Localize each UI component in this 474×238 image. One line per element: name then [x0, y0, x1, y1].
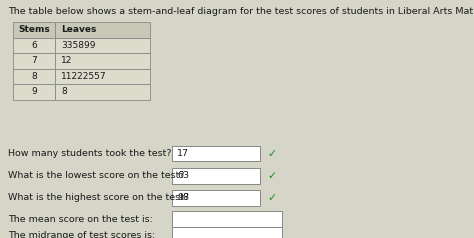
FancyBboxPatch shape [13, 69, 55, 84]
Text: The mean score on the test is:: The mean score on the test is: [8, 214, 153, 223]
Text: ✓: ✓ [267, 149, 276, 159]
Text: Leaves: Leaves [61, 25, 96, 34]
FancyBboxPatch shape [172, 146, 260, 161]
FancyBboxPatch shape [172, 211, 282, 227]
FancyBboxPatch shape [172, 190, 260, 206]
Text: 8: 8 [61, 87, 67, 96]
Text: Stems: Stems [18, 25, 50, 34]
FancyBboxPatch shape [13, 53, 55, 69]
Text: 12: 12 [61, 56, 73, 65]
Text: 335899: 335899 [61, 41, 95, 50]
Text: ✓: ✓ [267, 193, 276, 203]
FancyBboxPatch shape [55, 53, 150, 69]
FancyBboxPatch shape [172, 227, 282, 238]
FancyBboxPatch shape [13, 38, 55, 53]
Text: ✓: ✓ [267, 171, 276, 181]
Text: 7: 7 [31, 56, 37, 65]
Text: 63: 63 [177, 172, 189, 180]
FancyBboxPatch shape [55, 38, 150, 53]
Text: 11222557: 11222557 [61, 72, 107, 81]
Text: 8: 8 [31, 72, 37, 81]
Text: What is the lowest score on the test?: What is the lowest score on the test? [8, 172, 184, 180]
FancyBboxPatch shape [13, 22, 55, 38]
Text: The midrange of test scores is:: The midrange of test scores is: [8, 230, 155, 238]
Text: 6: 6 [31, 41, 37, 50]
FancyBboxPatch shape [13, 84, 55, 99]
Text: 9: 9 [31, 87, 37, 96]
Text: What is the highest score on the test?: What is the highest score on the test? [8, 193, 189, 203]
FancyBboxPatch shape [55, 84, 150, 99]
FancyBboxPatch shape [55, 69, 150, 84]
Text: 98: 98 [177, 193, 189, 203]
FancyBboxPatch shape [172, 168, 260, 184]
Text: How many students took the test?: How many students took the test? [8, 149, 172, 158]
Text: 17: 17 [177, 149, 189, 158]
FancyBboxPatch shape [55, 22, 150, 38]
Text: The table below shows a stem-and-leaf diagram for the test scores of students in: The table below shows a stem-and-leaf di… [8, 7, 474, 16]
